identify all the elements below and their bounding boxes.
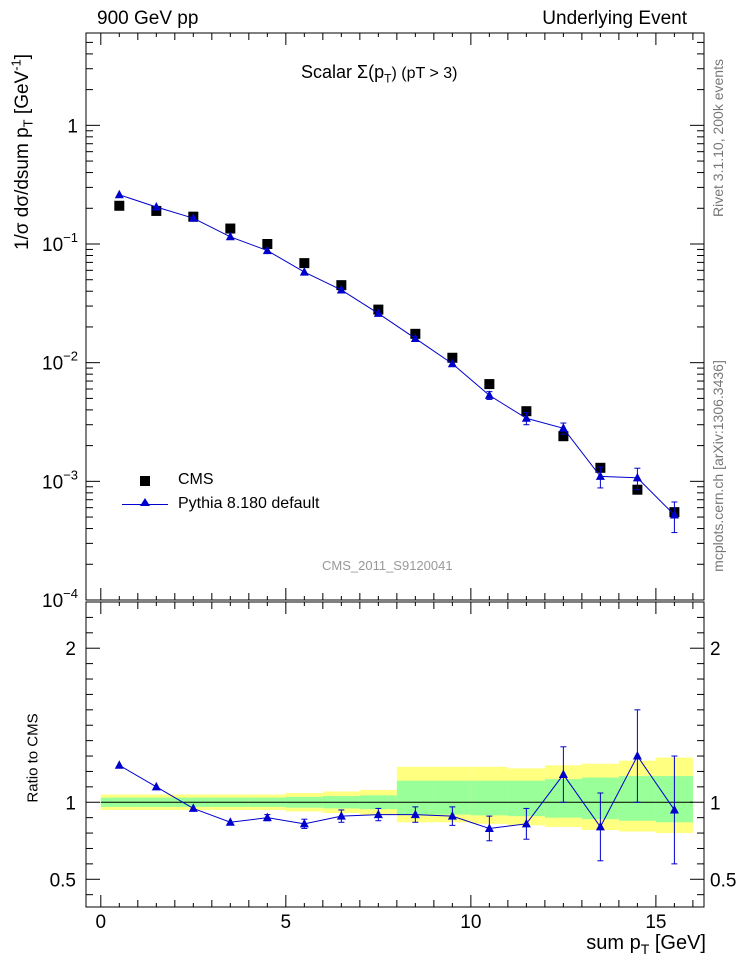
- cms-data-point: [299, 258, 310, 269]
- ratio-data-point: [225, 817, 235, 826]
- ratio-data-point: [188, 803, 198, 812]
- x-tick-label: 15: [645, 912, 666, 933]
- pythia-data-point: [484, 390, 494, 399]
- ratio-data-point: [632, 751, 642, 760]
- pythia-data-point: [558, 423, 568, 432]
- pythia-data-point: [336, 284, 346, 294]
- ratio-frame-border: [85, 601, 705, 908]
- green-band-bin: [470, 780, 508, 816]
- legend-label-pythia: Pythia 8.180 default: [178, 495, 320, 512]
- pythia-data-point: [151, 202, 161, 211]
- plot-title-suffix: ) (pT > 3): [391, 65, 458, 82]
- main-y-tick-label: 10−3: [42, 467, 78, 493]
- x-tick-label: 0: [96, 912, 107, 933]
- ratio-data-point: [299, 818, 309, 828]
- ratio-plot-data: [114, 709, 679, 865]
- ratio-y-tick-label-right: 0.5: [710, 870, 736, 891]
- pythia-data-point: [225, 231, 235, 241]
- pythia-data-point: [521, 413, 531, 422]
- legend: CMS Pythia 8.180 default: [120, 470, 370, 520]
- ratio-data-point: [262, 812, 272, 822]
- pythia-data-point: [188, 213, 198, 222]
- x-axis-label-sub: T: [640, 941, 650, 957]
- ratio-plot-frame: [85, 601, 705, 908]
- legend-item-pythia: Pythia 8.180 default: [120, 494, 370, 516]
- pythia-line: [119, 194, 675, 516]
- pythia-data-point: [299, 267, 309, 276]
- plot-title: Scalar Σ(pT) (pT > 3): [301, 62, 457, 86]
- pythia-data-point: [114, 189, 124, 199]
- legend-label-cms: CMS: [178, 471, 214, 488]
- cms-data-point: [447, 352, 458, 363]
- x-axis-label: sum pT [GeV]: [586, 932, 706, 957]
- plot-title-sigma: Σ(p: [357, 62, 385, 82]
- ratio-data-point: [114, 760, 124, 769]
- ratio-data-point: [558, 769, 568, 779]
- cms-data-point: [151, 205, 162, 216]
- tick-labels: 1 10−1 10−2 10−3 10−4 0.5 0.5 1 1 2 2 0 5 10 15: [42, 116, 736, 933]
- cms-data-point: [484, 379, 495, 390]
- main-plot-data: [114, 189, 680, 534]
- ratio-data-point: [595, 821, 605, 831]
- ratio-data-point: [336, 811, 346, 820]
- analysis-watermark: CMS_2011_S9120041: [322, 558, 453, 573]
- pythia-data-point: [632, 472, 642, 482]
- pythia-data-point: [262, 245, 272, 255]
- ratio-data-point: [521, 818, 531, 828]
- ratio-data-point: [151, 781, 161, 791]
- pythia-data-point: [447, 358, 457, 368]
- ratio-data-point: [410, 809, 420, 819]
- main-y-tick-label: 10−1: [42, 230, 78, 256]
- main-frame-border: [85, 32, 705, 601]
- ratio-y-tick-label-left: 0.5: [50, 870, 76, 891]
- ratio-data-point: [373, 809, 383, 819]
- ratio-data-point: [669, 804, 679, 814]
- pythia-data-point: [669, 510, 679, 519]
- ratio-y-tick-label-left: 1: [65, 793, 76, 814]
- x-tick-label: 5: [281, 912, 292, 933]
- cms-data-point: [558, 431, 569, 442]
- ratio-y-tick-label-right: 2: [710, 639, 721, 660]
- plot-title-prefix: Scalar: [301, 62, 358, 82]
- ratio-y-tick-label-left: 2: [65, 639, 76, 660]
- ratio-y-tick-label-right: 1: [710, 793, 721, 814]
- x-tick-label: 10: [460, 912, 481, 933]
- ratio-line: [119, 755, 675, 829]
- ratio-uncertainty-bands: [100, 757, 693, 834]
- header-left-label: 900 GeV pp: [97, 8, 199, 29]
- pythia-data-point: [373, 308, 383, 317]
- cms-data-point: [225, 223, 236, 234]
- main-plot-frame: [85, 32, 705, 907]
- cms-data-point: [114, 200, 125, 211]
- legend-item-cms: CMS: [120, 470, 370, 492]
- plot-title-sub: T: [384, 71, 392, 86]
- ratio-data-point: [447, 811, 457, 820]
- x-axis-label-unit: [GeV]: [649, 932, 706, 954]
- cms-data-point: [521, 406, 532, 417]
- pythia-data-point: [595, 471, 605, 480]
- main-y-tick-label: 10−4: [42, 586, 78, 612]
- ratio-data-point: [484, 823, 494, 832]
- x-axis-label-text: sum p: [586, 932, 641, 954]
- cms-data-point: [262, 239, 273, 250]
- main-y-tick-label: 10−2: [42, 349, 78, 375]
- pythia-data-point: [410, 333, 420, 342]
- legend-marker-square: [140, 476, 150, 486]
- header-right-label: Underlying Event: [542, 8, 687, 29]
- legend-marker-triangle: [140, 498, 150, 506]
- main-y-tick-label: 1: [67, 116, 78, 137]
